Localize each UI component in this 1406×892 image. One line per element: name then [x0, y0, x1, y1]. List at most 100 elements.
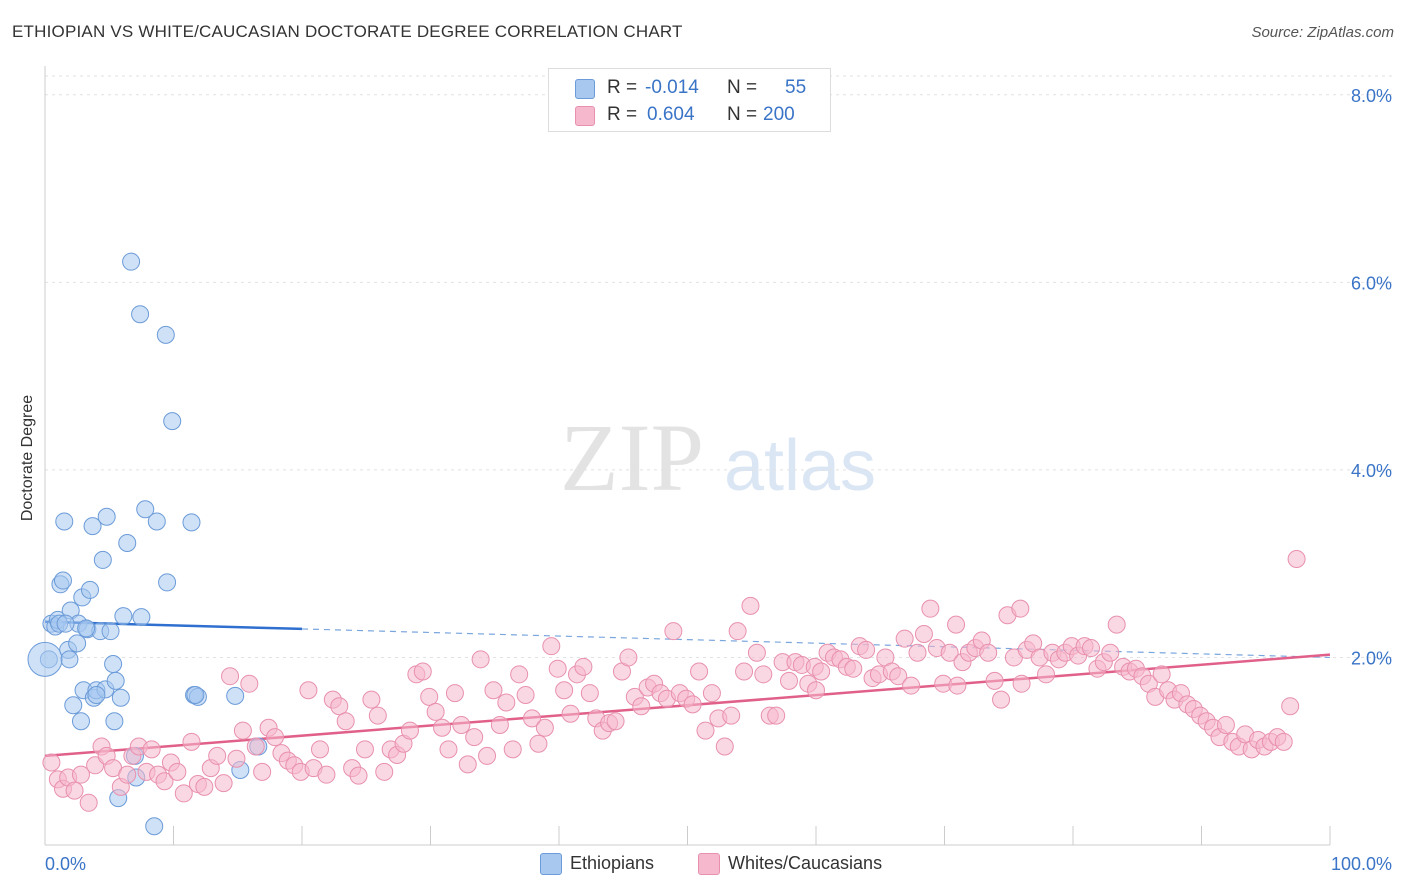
- n-label: N =: [727, 104, 758, 125]
- white-caucasian-point: [65, 781, 84, 800]
- y-tick-label: 2.0%: [1351, 648, 1392, 668]
- white-caucasian-point: [445, 684, 464, 703]
- white-caucasian-point: [42, 753, 61, 772]
- white-caucasian-point: [336, 712, 355, 731]
- white-caucasian-point: [632, 697, 651, 716]
- chart-title: ETHIOPIAN VS WHITE/CAUCASIAN DOCTORATE D…: [12, 22, 683, 41]
- white-caucasian-point: [426, 702, 445, 721]
- white-caucasian-point: [1281, 697, 1300, 716]
- white-caucasian-point: [253, 762, 272, 781]
- legend: Ethiopians Whites/Caucasians: [0, 852, 1406, 876]
- ethiopian-point: [55, 512, 74, 531]
- n-value: 55: [785, 77, 807, 98]
- white-caucasian-point: [914, 624, 933, 643]
- white-caucasian-point: [580, 684, 599, 703]
- white-caucasian-point: [195, 777, 214, 796]
- white-caucasian-point: [433, 718, 452, 737]
- r-label: R =: [607, 104, 638, 125]
- ethiopian-point: [158, 573, 177, 592]
- ethiopian-point: [71, 712, 90, 731]
- y-tick-label: 4.0%: [1351, 461, 1392, 481]
- stats-box: R = -0.014 N = 55 R = 0.604 N = 200: [548, 68, 831, 132]
- white-caucasian-point: [452, 715, 471, 734]
- ethiopian-point: [104, 655, 123, 674]
- ethiopian-point: [122, 252, 141, 271]
- white-caucasian-point: [1274, 732, 1293, 751]
- white-caucasian-point: [142, 740, 161, 759]
- white-caucasian-point: [728, 622, 747, 641]
- ethiopian-trend-line-extended: [301, 628, 1331, 659]
- white-caucasian-point: [168, 762, 187, 781]
- white-caucasian-point: [182, 732, 201, 751]
- data-points: [27, 252, 1306, 836]
- legend-label: Whites/Caucasians: [728, 853, 883, 873]
- ethiopian-point: [56, 614, 75, 633]
- white-caucasian-point: [174, 784, 193, 803]
- n-value: 200: [763, 104, 795, 125]
- ethiopian-point: [226, 686, 245, 705]
- white-caucasian-point: [1152, 665, 1171, 684]
- ethiopian-point: [131, 305, 150, 324]
- white-caucasian-point: [118, 765, 137, 784]
- stats-row-whites: R = 0.604 N = 200: [549, 102, 830, 128]
- white-caucasian-point: [1101, 643, 1120, 662]
- white-caucasian-point: [214, 774, 233, 793]
- white-caucasian-point: [233, 721, 252, 740]
- ethiopian-point: [132, 608, 151, 627]
- white-caucasian-point: [722, 706, 741, 725]
- white-caucasian-point: [754, 665, 773, 684]
- ethiopian-point: [64, 696, 83, 715]
- white-caucasian-point: [812, 662, 831, 681]
- white-caucasian-point: [465, 728, 484, 747]
- white-caucasian-point: [299, 681, 318, 700]
- ethiopian-point: [53, 571, 72, 590]
- white-caucasian-point: [317, 765, 336, 784]
- white-caucasian-point: [1081, 639, 1100, 658]
- x-tick-label: 0.0%: [45, 854, 86, 874]
- axes: [44, 66, 1331, 846]
- legend-label: Ethiopians: [570, 853, 655, 873]
- ethiopian-point: [83, 517, 102, 536]
- n-label: N =: [727, 77, 758, 98]
- white-caucasian-point: [606, 712, 625, 731]
- watermark-zip: ZIP: [560, 404, 704, 511]
- white-caucasian-point: [948, 676, 967, 695]
- white-caucasian-point: [362, 690, 381, 709]
- ethiopian-point: [87, 685, 106, 704]
- white-caucasian-point: [921, 599, 940, 618]
- white-caucasian-point: [413, 662, 432, 681]
- ethiopian-point: [97, 507, 116, 526]
- source-label: Source: ZipAtlas.com: [1251, 24, 1394, 41]
- white-caucasian-point: [368, 706, 387, 725]
- ethiopian-point: [118, 534, 137, 553]
- ethiopian-point: [101, 622, 120, 641]
- white-caucasian-point: [503, 740, 522, 759]
- grid-lines: [45, 75, 1392, 658]
- white-caucasian-point: [767, 706, 786, 725]
- ethiopian-point: [77, 619, 96, 638]
- white-caucasian-point: [1107, 615, 1126, 634]
- white-caucasian-point: [690, 662, 709, 681]
- stats-row-ethiopians: R = -0.014 N = 55: [549, 75, 830, 101]
- r-value: 0.604: [647, 104, 695, 125]
- white-caucasian-point: [458, 755, 477, 774]
- white-caucasian-point: [310, 740, 329, 759]
- ethiopian-point: [156, 325, 175, 344]
- white-caucasian-point: [471, 650, 490, 669]
- ethiopian-point: [186, 685, 205, 704]
- white-caucasian-point: [555, 681, 574, 700]
- r-label: R =: [607, 77, 638, 98]
- ethiopian-point: [136, 500, 155, 519]
- white-caucasian-point: [221, 667, 240, 686]
- white-caucasian-point: [807, 681, 825, 700]
- white-caucasian-point: [1011, 599, 1030, 618]
- ethiopian-point: [111, 688, 130, 707]
- white-caucasian-point: [375, 762, 394, 781]
- white-caucasian-point: [683, 695, 702, 714]
- white-caucasian-point: [735, 662, 754, 681]
- white-caucasian-point: [985, 671, 1004, 690]
- white-caucasian-point: [561, 704, 580, 723]
- white-caucasian-point: [266, 728, 285, 747]
- white-caucasian-point: [619, 648, 638, 667]
- white-caucasian-point: [439, 740, 458, 759]
